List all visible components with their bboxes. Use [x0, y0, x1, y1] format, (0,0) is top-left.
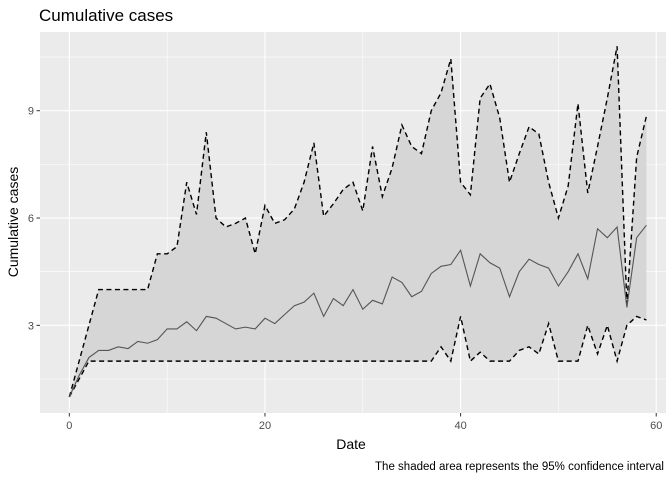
mean-point-21 — [274, 323, 276, 325]
mean-point-25 — [313, 292, 315, 294]
mean-point-7 — [137, 341, 139, 343]
chart-title: Cumulative cases — [39, 6, 173, 25]
mean-point-43 — [489, 262, 491, 264]
mean-point-51 — [567, 271, 569, 273]
y-axis-title: Cumulative cases — [5, 167, 21, 278]
mean-point-15 — [215, 317, 217, 319]
mean-point-45 — [509, 296, 511, 298]
mean-point-34 — [401, 282, 403, 284]
mean-point-50 — [558, 285, 560, 287]
y-tick-label-3: 3 — [28, 320, 34, 332]
y-tick-labels: 3 6 9 — [28, 106, 34, 333]
mean-point-38 — [440, 265, 442, 267]
mean-point-39 — [450, 264, 452, 266]
mean-point-47 — [528, 258, 530, 260]
mean-point-24 — [303, 301, 305, 303]
mean-point-49 — [548, 267, 550, 269]
mean-point-44 — [499, 267, 501, 269]
lower-bound-line — [68, 315, 647, 398]
mean-point-11 — [176, 328, 178, 330]
mean-point-10 — [166, 328, 168, 330]
y-tick-label-9: 9 — [28, 106, 34, 118]
mean-point-27 — [333, 298, 335, 300]
x-tick-label-60: 60 — [650, 420, 662, 432]
mean-point-23 — [293, 305, 295, 307]
mean-point-55 — [606, 237, 608, 239]
mean-point-37 — [430, 273, 432, 275]
upper-bound-line — [68, 46, 648, 398]
x-tick-label-0: 0 — [66, 420, 72, 432]
mean-point-33 — [391, 276, 393, 278]
mean-point-30 — [362, 308, 364, 310]
mean-point-14 — [205, 316, 207, 318]
mean-point-53 — [587, 278, 589, 280]
mean-point-59 — [646, 224, 648, 226]
confidence-band — [69, 46, 647, 397]
mean-point-2 — [88, 357, 90, 359]
mean-point-18 — [245, 326, 247, 328]
mean-point-35 — [411, 296, 413, 298]
mean-point-13 — [196, 330, 198, 332]
mean-point-46 — [518, 271, 520, 273]
y-tick-label-6: 6 — [28, 213, 34, 225]
mean-point-32 — [381, 303, 383, 305]
mean-point-8 — [147, 342, 149, 344]
mean-point-19 — [254, 328, 256, 330]
mean-point-3 — [98, 349, 100, 351]
mean-point-48 — [538, 264, 540, 266]
mean-point-5 — [117, 346, 119, 348]
mean-point-36 — [421, 290, 423, 292]
mean-point-31 — [372, 299, 374, 301]
mean-point-22 — [284, 314, 286, 316]
x-tick-label-20: 20 — [259, 420, 271, 432]
mean-point-20 — [264, 317, 266, 319]
mean-point-29 — [352, 289, 354, 291]
mean-point-4 — [108, 349, 110, 351]
mean-point-12 — [186, 321, 188, 323]
mean-line — [68, 224, 647, 398]
mean-point-57 — [626, 307, 628, 309]
mean-point-0 — [68, 396, 70, 398]
axis-ticks — [36, 110, 657, 417]
mean-point-58 — [636, 237, 638, 239]
x-tick-label-40: 40 — [454, 420, 466, 432]
mean-point-16 — [225, 323, 227, 325]
mean-point-26 — [323, 316, 325, 318]
mean-point-17 — [235, 328, 237, 330]
x-axis-title: Date — [336, 436, 366, 452]
mean-point-1 — [78, 375, 80, 377]
x-tick-labels: 0 20 40 60 — [66, 420, 662, 432]
mean-point-28 — [342, 305, 344, 307]
mean-point-52 — [577, 253, 579, 255]
mean-point-54 — [597, 228, 599, 230]
chart-caption: The shaded area represents the 95% confi… — [375, 461, 664, 473]
mean-point-9 — [156, 339, 158, 341]
mean-point-42 — [479, 253, 481, 255]
mean-point-56 — [616, 226, 618, 228]
mean-point-6 — [127, 348, 129, 350]
mean-point-40 — [460, 249, 462, 251]
mean-point-41 — [469, 285, 471, 287]
